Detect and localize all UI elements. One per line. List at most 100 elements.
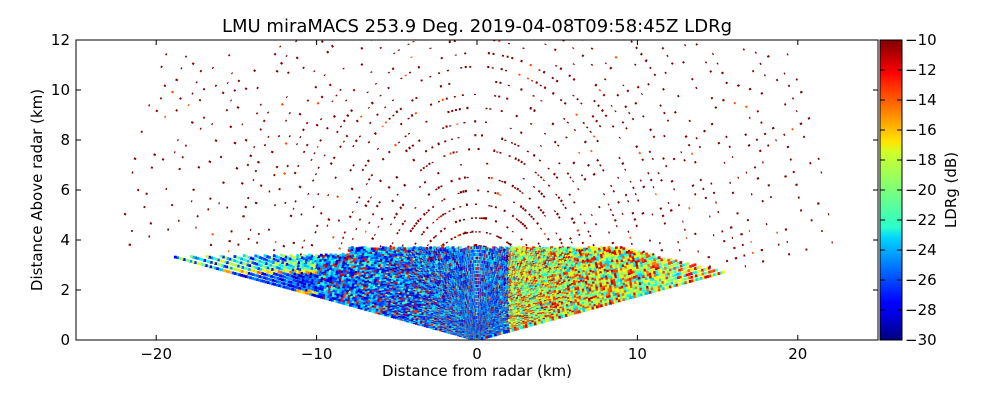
ldr-cell [289, 264, 293, 268]
ldr-cell [374, 298, 378, 302]
ldr-cell [300, 271, 303, 275]
ldr-cell [334, 287, 338, 291]
ldr-cell [236, 268, 240, 272]
ldr-cell [284, 255, 288, 259]
ldr-cell [329, 288, 333, 292]
ldr-cell [282, 282, 286, 286]
ldr-cell [387, 306, 390, 310]
ldr-cell [321, 280, 325, 283]
ldr-cell [189, 255, 193, 258]
ldr-cell [355, 247, 359, 251]
ldr-cell [329, 293, 333, 297]
ldr-cell [380, 292, 384, 295]
ldr-cell [262, 261, 266, 265]
ldr-cell [282, 265, 286, 269]
ldr-cell [304, 261, 308, 264]
ldr-cell [274, 276, 278, 280]
ldr-cell [298, 255, 302, 259]
ldr-cell [381, 296, 385, 300]
ldr-cell [285, 276, 289, 280]
ldr-cell [377, 297, 380, 301]
ldr-cell [312, 265, 316, 268]
ldr-cell [305, 282, 309, 286]
ldr-cell [342, 283, 346, 286]
ldr-cell [232, 259, 236, 263]
ldr-cell [354, 294, 358, 298]
ldr-cell [298, 283, 302, 287]
ldr-cell [301, 266, 304, 269]
ldr-cell [364, 292, 367, 295]
ldr-cell [346, 303, 350, 306]
ldr-cell [362, 289, 365, 293]
ldr-cell [323, 283, 327, 287]
ldr-cell [314, 280, 318, 284]
ldr-cell [384, 308, 388, 312]
ldr-cell [367, 285, 371, 289]
ldr-cell [336, 290, 340, 294]
ldr-cell [325, 286, 329, 290]
ldr-cell [370, 309, 374, 313]
ldr-cell [359, 294, 362, 298]
ldr-cell [341, 275, 345, 279]
ldr-cell [344, 298, 348, 301]
ldr-cell [340, 296, 344, 300]
ldr-cell [387, 302, 391, 305]
ldr-cell [194, 256, 198, 260]
ldr-cell [333, 299, 336, 303]
ldr-cell [339, 274, 343, 278]
ldr-cell [291, 255, 295, 259]
ldr-cell [384, 294, 388, 297]
ldr-cell [383, 303, 386, 307]
ldr-cell [268, 281, 272, 285]
ldr-cell [349, 279, 353, 283]
ldr-cell [335, 285, 338, 288]
ldr-cell [307, 286, 311, 290]
ldr-cell [318, 261, 322, 265]
ldr-cell [280, 281, 284, 285]
ldr-cell [386, 312, 390, 316]
ldr-cell [216, 262, 220, 266]
ldr-cell [226, 257, 230, 260]
ldr-cell [275, 269, 278, 273]
ldr-cell [319, 265, 323, 269]
ldr-cell [384, 297, 387, 301]
ldr-cell [344, 295, 348, 299]
ldr-cell [266, 266, 270, 270]
ldr-cell [346, 284, 350, 288]
ldr-cell [365, 294, 369, 298]
ldr-cell [357, 289, 361, 293]
ldr-cell [369, 301, 373, 305]
ldr-cell [308, 263, 312, 266]
ldr-cell [313, 274, 317, 277]
ldr-cell [354, 290, 358, 294]
ldr-cell [310, 266, 314, 270]
ldr-cell [299, 262, 303, 265]
ldr-cell [264, 280, 268, 284]
ldr-cell [245, 271, 248, 275]
ldr-cell [314, 283, 318, 286]
ldr-cell [372, 297, 376, 301]
ldr-cell [354, 279, 358, 283]
ldr-cell [380, 304, 384, 307]
ldr-cell [306, 277, 310, 281]
ldr-cell [390, 300, 394, 303]
ldr-cell [344, 302, 347, 306]
ldr-cell [360, 297, 364, 300]
ldr-cell [294, 276, 298, 280]
ldr-cell [260, 256, 264, 260]
ldr-cell [331, 281, 334, 284]
ldr-cell [362, 285, 366, 289]
ldr-cell [349, 293, 353, 296]
ldr-cell [381, 297, 385, 301]
ldr-cell [328, 285, 331, 288]
ldr-cell [332, 289, 335, 292]
ldr-cell [337, 271, 341, 274]
ldr-cell [339, 289, 342, 292]
ldr-cell [376, 300, 380, 304]
ldr-cell [339, 284, 343, 288]
ldr-cell [263, 272, 267, 276]
ldr-cell [339, 286, 343, 290]
ldr-cell [383, 313, 387, 317]
ldr-cell [381, 246, 385, 250]
ldr-cell [349, 283, 353, 287]
